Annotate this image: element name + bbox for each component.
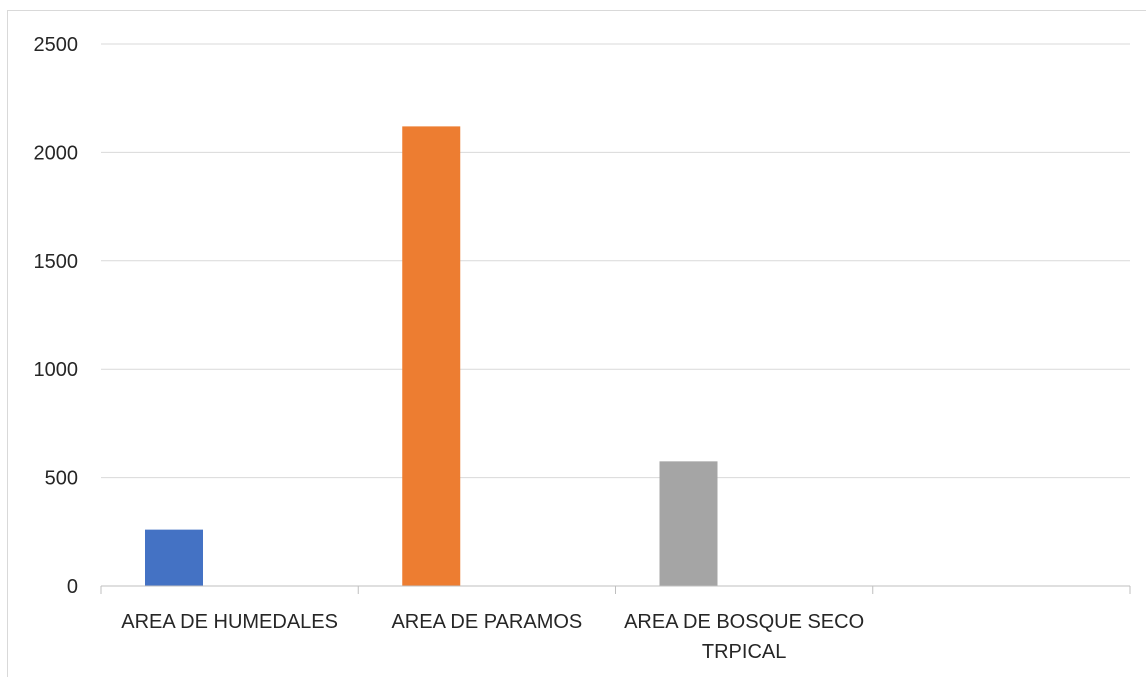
x-tick-labels: AREA DE HUMEDALES AREA DE PARAMOS AREA DE … xyxy=(121,611,864,663)
y-tick-label: 1000 xyxy=(34,359,79,381)
x-axis xyxy=(100,585,1131,594)
chart-frame xyxy=(7,10,1146,677)
bar xyxy=(402,126,461,586)
y-tick-label: 0 xyxy=(67,576,78,598)
x-tick-label: AREA DE PARAMOS xyxy=(391,611,582,633)
x-tick-label: AREA DE BOSQUE SECO TRPICAL xyxy=(624,611,864,663)
gridlines xyxy=(101,43,1130,479)
y-tick-labels: 0 500 1000 1500 2000 2500 xyxy=(34,34,79,598)
x-tick-label: AREA DE HUMEDALES xyxy=(121,611,338,633)
y-tick-label: 2000 xyxy=(34,142,79,164)
y-tick-label: 1500 xyxy=(34,251,79,273)
bars xyxy=(145,126,718,586)
y-tick-label: 500 xyxy=(45,468,78,490)
y-tick-label: 2500 xyxy=(34,34,79,56)
bar xyxy=(145,529,203,586)
bar xyxy=(659,461,718,586)
